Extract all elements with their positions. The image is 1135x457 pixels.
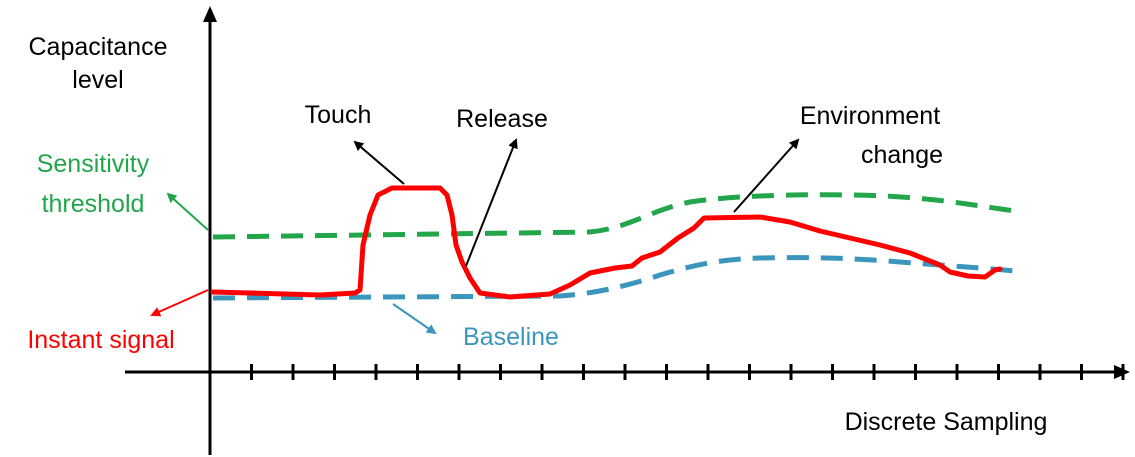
release-arrow [465, 138, 518, 267]
sensitivity-threshold-arrow [166, 192, 209, 231]
environment-change-label-line2: change [861, 141, 943, 169]
x-axis-ticks [250, 364, 1125, 380]
touch-arrow [353, 140, 405, 185]
sensitivity-threshold-label-line1: Sensitivity [37, 150, 150, 178]
baseline-arrow [392, 303, 437, 335]
sensitivity-threshold-curve [212, 192, 1016, 240]
instant-signal-label: Instant signal [27, 326, 174, 354]
baseline-label: Baseline [463, 323, 559, 351]
environment-change-label-line1: Environment [800, 102, 940, 130]
release-label: Release [456, 105, 548, 133]
touch-label: Touch [305, 101, 372, 129]
y-axis-arrowhead [203, 6, 217, 22]
y-axis-label-line1: Capacitance [29, 33, 168, 61]
instant-signal-curve [210, 185, 1003, 300]
instant-signal-arrow [150, 289, 209, 317]
sensitivity-threshold-label-line2: threshold [42, 190, 145, 218]
x-axis-label: Discrete Sampling [845, 408, 1048, 436]
y-axis-label-line2: level [72, 66, 123, 94]
environment-change-arrow [733, 138, 800, 213]
